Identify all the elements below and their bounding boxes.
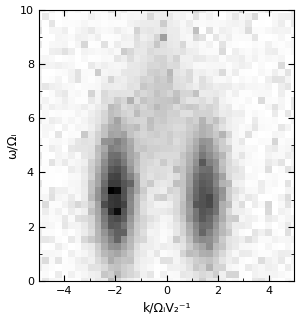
Y-axis label: ω/Ωᵢ: ω/Ωᵢ	[6, 132, 19, 159]
X-axis label: k/ΩᵢV₂⁻¹: k/ΩᵢV₂⁻¹	[142, 301, 191, 315]
